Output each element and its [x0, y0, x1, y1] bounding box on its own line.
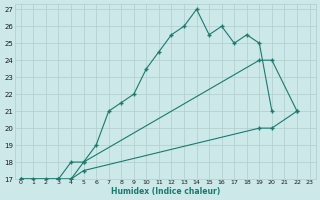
- X-axis label: Humidex (Indice chaleur): Humidex (Indice chaleur): [111, 187, 220, 196]
